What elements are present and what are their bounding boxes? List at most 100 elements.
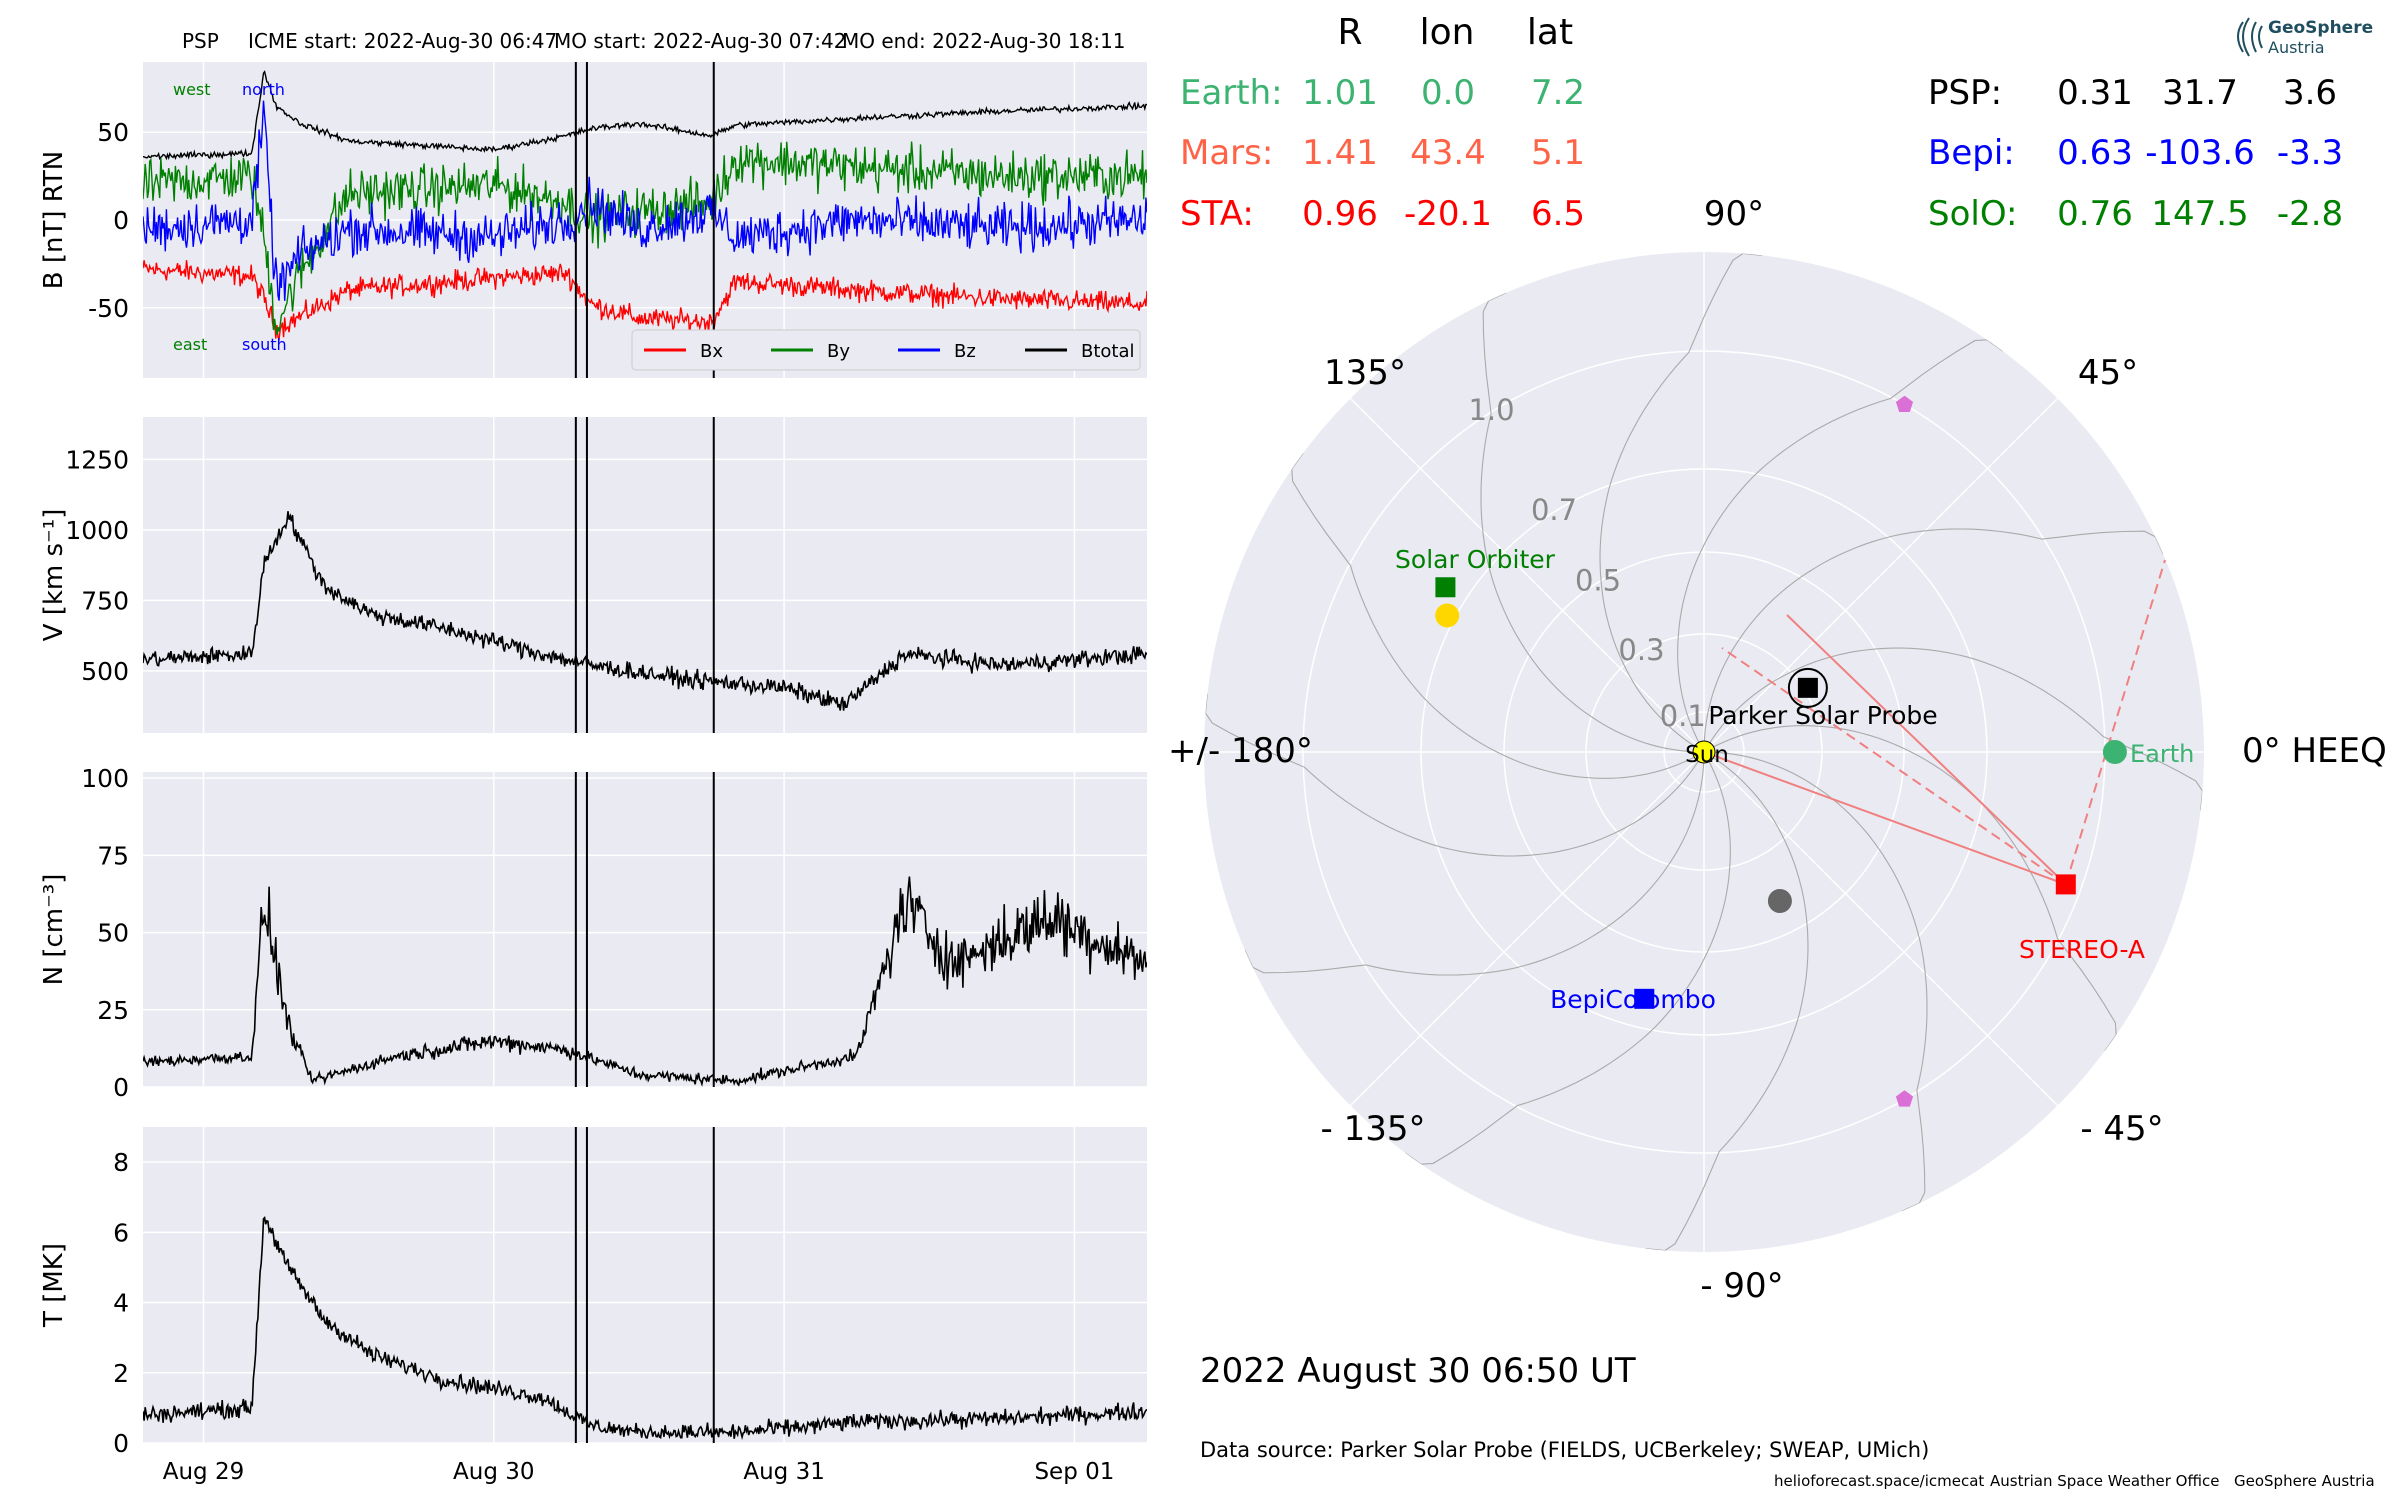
table-name-0: Earth:: [1180, 73, 1283, 113]
table-name-5: SolO:: [1928, 194, 2017, 234]
annotation-north: north: [242, 80, 285, 99]
range-ring-label: 1.0: [1468, 393, 1514, 427]
radial-grid-line: [1349, 397, 1705, 753]
y-tick-label: 0: [113, 206, 129, 235]
y-axis-label: V [km s⁻¹]: [39, 509, 69, 642]
parker-spiral: [1404, 751, 1731, 1165]
legend-label-bx: Bx: [700, 341, 723, 362]
logo-line2: Austria: [2268, 38, 2325, 57]
x-tick-label: Aug 29: [163, 1459, 245, 1485]
y-tick-label: 0: [113, 1429, 129, 1458]
radial-grid-line: [1349, 751, 1705, 1107]
angle-label: 0° HEEQ: [2242, 731, 2387, 771]
label-bepi: BepiColombo: [1550, 985, 1716, 1014]
label-psp: Parker Solar Probe: [1708, 701, 1937, 730]
table-lon-1: 43.4: [1410, 133, 1486, 173]
table-name-3: PSP:: [1928, 73, 2002, 113]
panel-speed: 500 750 1000 1250 V [km s⁻¹]: [39, 417, 1147, 733]
data-layer: [143, 1216, 1147, 1441]
range-ring-label: 0.5: [1575, 563, 1621, 597]
table-name-1: Mars:: [1180, 133, 1273, 173]
marker-l5: [1895, 1090, 1914, 1107]
sta-view-line: [1786, 614, 2067, 886]
y-tick-label: 4: [113, 1289, 129, 1318]
table-r-3: 0.31: [2057, 73, 2133, 113]
marker-mercury: [1767, 888, 1792, 913]
sta-view-line-sun: [1703, 751, 2067, 886]
label-earth: Earth: [2130, 740, 2194, 768]
panel-background: [143, 772, 1147, 1087]
table-lat-1: 5.1: [1531, 133, 1585, 173]
annotation-east: east: [173, 335, 207, 354]
header-mo-start: MO start: 2022-Aug-30 07:42: [554, 29, 846, 53]
parker-spiral: [1703, 647, 2204, 811]
legend-label-by: By: [827, 341, 850, 362]
table-r-5: 0.76: [2057, 194, 2133, 234]
x-tick-label: Sep 01: [1034, 1459, 1114, 1485]
legend: Bx By Bz Btotal: [631, 329, 1141, 371]
parker-spiral: [1599, 252, 1763, 753]
insitu-panels: -50 0 50 B [nT] RTN west north east south Bx By Bz…: [39, 62, 1147, 1485]
table-lon-3: 31.7: [2162, 73, 2238, 113]
series-line-v: [143, 511, 1147, 711]
header-icme-start: ICME start: 2022-Aug-30 06:47: [248, 29, 557, 53]
y-axis-label: T [MK]: [39, 1243, 69, 1328]
data-layer: [143, 70, 1147, 342]
y-tick-label: 25: [97, 996, 129, 1025]
series-line-bz: [143, 100, 1147, 301]
table-lon-0: 0.0: [1421, 73, 1475, 113]
y-tick-label: 50: [97, 919, 129, 948]
y-axis-label: N [cm⁻³]: [39, 874, 69, 986]
table-lat-0: 7.2: [1531, 73, 1585, 113]
y-tick-label: 1000: [65, 516, 129, 545]
panel-temperature: 0 2 4 6 8 T [MK] Aug 29 Aug 30 Aug 31 Sep 01: [39, 1127, 1147, 1485]
table-lat-4: -3.3: [2277, 133, 2343, 173]
y-tick-label: 8: [113, 1148, 129, 1177]
y-tick-label: 1250: [65, 445, 129, 474]
range-ring: [1663, 711, 1745, 793]
table-r-0: 1.01: [1302, 73, 1378, 113]
credit-geosphere: GeoSphere Austria: [2234, 1472, 2375, 1490]
y-tick-label: 50: [97, 118, 129, 147]
y-axis-label: B [nT] RTN: [39, 151, 69, 290]
polar-position-plot: 0.1 0.3 0.5 0.7 1.0 0° HEEQ 45° 90° 135° +/- 180°…: [1168, 194, 2387, 1306]
table-name-4: Bepi:: [1928, 133, 2015, 173]
date-label: 2022 August 30 06:50 UT: [1200, 1351, 1636, 1391]
insitu-header: PSP ICME start: 2022-Aug-30 06:47 MO sta…: [182, 29, 1126, 53]
parker-spiral: [1204, 693, 1705, 857]
y-tick-label: 500: [81, 657, 129, 686]
range-ring-label: 0.7: [1531, 493, 1577, 527]
marker-sun: [1692, 740, 1716, 764]
footer-credits: helioforecast.space/icmecat Austrian Spa…: [1774, 1472, 2375, 1490]
table-name-2: STA:: [1180, 194, 1254, 234]
table-lon-4: -103.6: [2145, 133, 2255, 173]
panel-magnetic_field: -50 0 50 B [nT] RTN west north east south Bx By Bz…: [39, 62, 1147, 378]
angle-label: 45°: [2078, 353, 2138, 393]
header-mo-end: MO end: 2022-Aug-30 18:11: [842, 29, 1126, 53]
legend-label-bz: Bz: [954, 341, 976, 362]
credit-aswo: Austrian Space Weather Office: [1990, 1472, 2219, 1490]
marker-earth: [2102, 740, 2127, 764]
range-ring: [1420, 468, 1988, 1036]
data-source: Data source: Parker Solar Probe (FIELDS,…: [1200, 1438, 1929, 1462]
y-tick-label: 2: [113, 1359, 129, 1388]
y-tick-label: 100: [81, 764, 129, 793]
angle-label: - 45°: [2080, 1109, 2163, 1149]
panel-background: [143, 1127, 1147, 1443]
y-tick-label: 750: [81, 586, 129, 615]
annotation-west: west: [173, 80, 211, 99]
range-ring: [1585, 633, 1823, 871]
data-layer: [143, 876, 1147, 1087]
marker-bepi: [1634, 988, 1655, 1009]
parker-spiral: [1703, 528, 2164, 753]
table-r-1: 1.41: [1302, 133, 1378, 173]
range-ring-label: 0.1: [1660, 699, 1706, 733]
angle-label: - 135°: [1321, 1109, 1426, 1149]
angle-label: - 90°: [1700, 1266, 1783, 1306]
data-layer: [143, 511, 1147, 711]
marker-solo: [1435, 577, 1456, 598]
label-sun: Sun: [1685, 742, 1729, 768]
parker-spiral: [1645, 751, 1809, 1252]
